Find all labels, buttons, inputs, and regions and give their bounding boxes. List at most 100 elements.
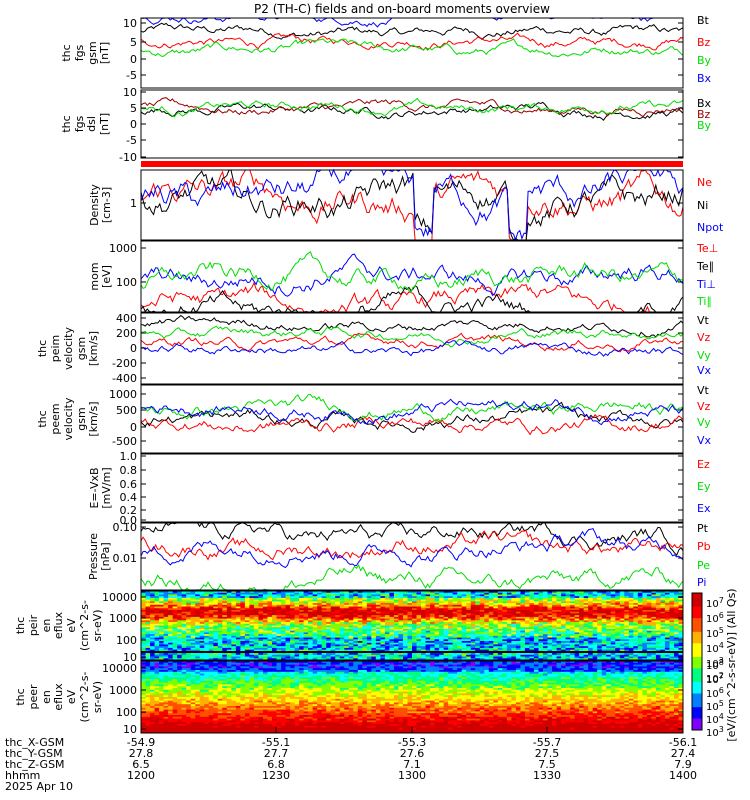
heatmap-cell [181, 603, 187, 606]
heatmap-cell [511, 653, 517, 656]
heatmap-cell [303, 637, 309, 640]
heatmap-cell [226, 620, 232, 623]
heatmap-cell [407, 639, 413, 642]
heatmap-cell [249, 618, 255, 621]
heatmap-cell [412, 608, 417, 611]
heatmap-cell [633, 632, 639, 635]
heatmap-cell [321, 591, 327, 594]
heatmap-cell [276, 627, 282, 630]
heatmap-cell [222, 639, 228, 642]
heatmap-cell [606, 627, 612, 630]
heatmap-cell [416, 625, 422, 628]
heatmap-cell [443, 611, 449, 614]
heatmap-cell [398, 597, 404, 601]
heatmap-cell [524, 628, 530, 632]
heatmap-cell [579, 603, 585, 606]
heatmap-cell [172, 658, 178, 661]
heatmap-cell [407, 596, 413, 599]
heatmap-cell [664, 616, 670, 620]
heatmap-cell [610, 622, 616, 625]
heatmap-cell [389, 647, 395, 651]
heatmap-cell [285, 644, 291, 647]
legend-label-Ey: Ey [697, 480, 711, 493]
heatmap-cell [502, 604, 508, 607]
heatmap-cell [470, 644, 476, 647]
heatmap-cell [276, 622, 282, 625]
heatmap-cell [226, 658, 232, 661]
heatmap-cell [520, 646, 526, 649]
heatmap-cell [290, 628, 295, 632]
heatmap-cell [655, 644, 661, 647]
heatmap-cell [407, 649, 413, 652]
heatmap-cell [506, 642, 512, 645]
heatmap-cell [542, 646, 548, 649]
heatmap-cell [547, 622, 553, 625]
heatmap-cell [204, 620, 210, 623]
heatmap-cell [235, 599, 241, 602]
heatmap-cell [389, 635, 395, 638]
heatmap-cell [190, 606, 196, 609]
heatmap-cell [565, 653, 571, 656]
heatmap-cell [348, 613, 354, 616]
heatmap-cell [678, 644, 684, 647]
heatmap-cell [570, 601, 575, 604]
heatmap-cell [479, 608, 485, 611]
heatmap-cell [412, 604, 417, 607]
heatmap-cell [633, 620, 639, 623]
heatmap-cell [448, 649, 454, 652]
heatmap-cell [520, 591, 526, 594]
heatmap-cell [375, 616, 381, 620]
heatmap-cell [570, 627, 575, 630]
heatmap-cell [267, 604, 273, 607]
heatmap-cell [357, 604, 363, 607]
heatmap-cell [556, 653, 562, 656]
heatmap-cell [547, 604, 553, 607]
heatmap-cell [547, 620, 553, 623]
heatmap-cell [601, 616, 607, 620]
heatmap-cell [389, 642, 395, 645]
heatmap-cell [506, 608, 512, 611]
heatmap-cell [669, 642, 675, 645]
heatmap-cell [502, 609, 508, 613]
heatmap-cell [299, 615, 304, 618]
heatmap-cell [511, 639, 517, 642]
heatmap-cell [393, 632, 399, 635]
heatmap-cell [610, 594, 616, 597]
heatmap-cell [326, 594, 332, 597]
heatmap-cell [466, 601, 472, 604]
heatmap-cell [190, 654, 196, 657]
heatmap-cell [195, 604, 201, 607]
heatmap-cell [434, 599, 440, 602]
heatmap-cell [384, 639, 390, 642]
heatmap-cell [515, 616, 521, 620]
heatmap-cell [579, 639, 585, 642]
heatmap-cell [601, 654, 607, 657]
heatmap-cell [601, 623, 607, 626]
heatmap-cell [335, 637, 341, 640]
heatmap-cell [290, 632, 295, 635]
heatmap-cell [439, 592, 445, 595]
heatmap-cell [421, 623, 426, 626]
heatmap-cell [348, 654, 354, 657]
heatmap-cell [610, 646, 616, 649]
heatmap-cell [416, 603, 422, 606]
heatmap-cell [281, 604, 286, 607]
heatmap-cell [588, 641, 594, 644]
heatmap-cell [163, 615, 169, 618]
heatmap-cell [610, 618, 616, 621]
heatmap-cell [402, 603, 408, 606]
heatmap-cell [669, 603, 675, 606]
heatmap-cell [326, 656, 332, 659]
heatmap-cell [651, 594, 657, 597]
heatmap-cell [651, 606, 657, 609]
heatmap-cell [326, 627, 332, 630]
legend-label-Ne: Ne [697, 176, 712, 189]
heatmap-cell [642, 594, 648, 597]
heatmap-cell [389, 592, 395, 595]
heatmap-cell [294, 608, 300, 611]
heatmap-cell [276, 649, 282, 652]
heatmap-cell [579, 641, 585, 644]
heatmap-cell [461, 622, 467, 625]
heatmap-cell [163, 646, 169, 649]
heatmap-cell [457, 606, 463, 609]
